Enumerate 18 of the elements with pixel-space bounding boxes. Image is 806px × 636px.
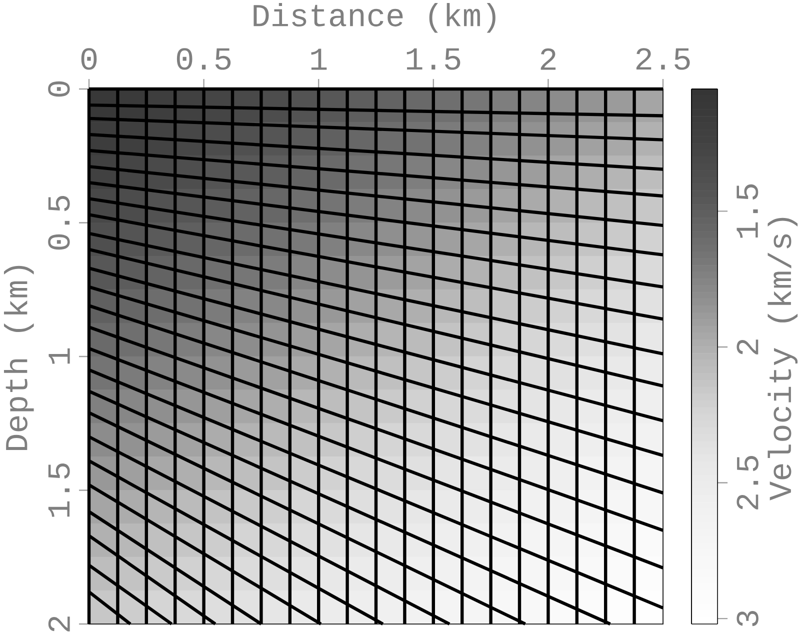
color-bar-label: 2.5 [736, 456, 758, 510]
y-tick-label: 0 [48, 81, 70, 97]
y-tick-label: 1.5 [48, 463, 70, 517]
color-bar-title: Velocity (km/s) [768, 218, 798, 500]
color-bar-label: 2 [736, 340, 758, 354]
x-tick-label: 2.5 [636, 48, 690, 70]
y-tick-label: 2 [48, 616, 70, 632]
x-tick-label: 2 [540, 48, 556, 70]
color-bar-label: 1.5 [736, 184, 758, 238]
x-tick-label: 1.5 [406, 48, 460, 70]
y-axis-title: Depth (km) [4, 266, 34, 450]
y-tick-label: 0.5 [48, 196, 70, 250]
y-tick-label: 1 [48, 348, 70, 364]
x-tick-label: 0.5 [176, 48, 231, 70]
x-tick-label: 1 [311, 48, 327, 70]
x-tick-label: 0 [81, 48, 97, 70]
color-bar-label: 3 [736, 610, 758, 626]
x-axis-title: Distance (km) [254, 2, 496, 33]
